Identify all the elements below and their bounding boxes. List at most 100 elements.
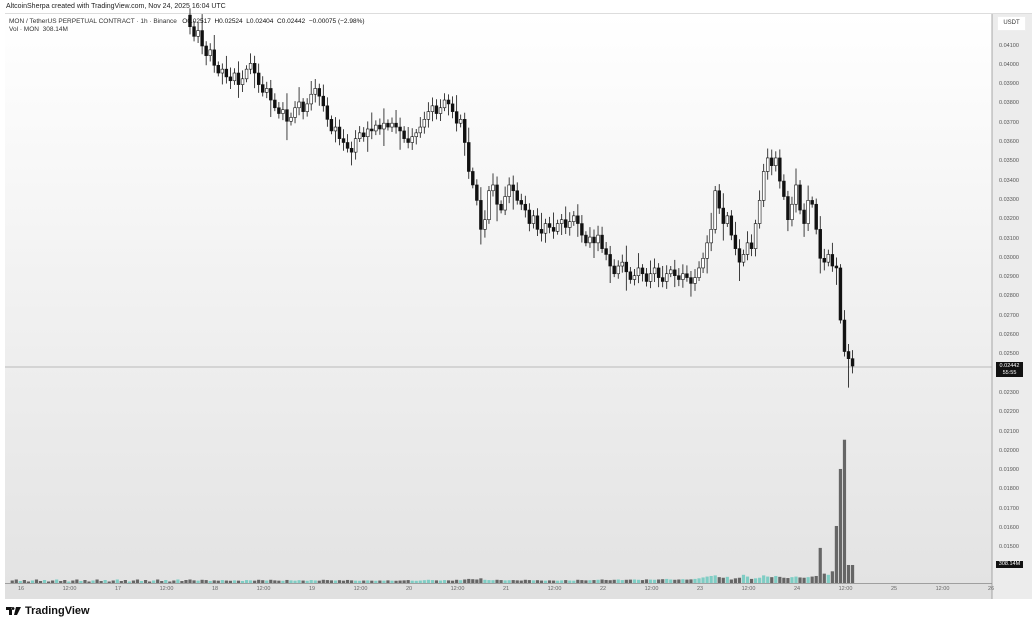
candle-down[interactable] (846, 351, 851, 359)
candle-down[interactable] (822, 257, 826, 263)
candle-down[interactable] (204, 45, 208, 56)
candle-up[interactable] (741, 254, 746, 263)
candle-up[interactable] (555, 223, 560, 232)
candle-up[interactable] (709, 229, 713, 244)
candle-down[interactable] (394, 122, 398, 128)
candle-up[interactable] (572, 215, 576, 222)
candle-down[interactable] (317, 88, 321, 97)
candle-down[interactable] (798, 184, 802, 211)
candle-up[interactable] (483, 219, 487, 230)
candle-down[interactable] (564, 219, 568, 228)
candle-down[interactable] (467, 142, 471, 172)
candle-up[interactable] (774, 157, 778, 166)
candle-down[interactable] (341, 138, 346, 143)
candle-up[interactable] (701, 257, 705, 269)
candle-up[interactable] (826, 254, 831, 263)
candle-up[interactable] (806, 200, 810, 224)
candle-up[interactable] (766, 157, 770, 172)
candle-down[interactable] (660, 277, 665, 282)
candle-down[interactable] (733, 234, 738, 249)
candle-down[interactable] (786, 196, 790, 220)
candle-down[interactable] (673, 269, 677, 276)
candle-up[interactable] (293, 107, 297, 118)
candle-down[interactable] (402, 130, 406, 139)
candle-down[interactable] (628, 271, 633, 280)
candle-down[interactable] (349, 147, 354, 153)
candle-down[interactable] (252, 63, 257, 74)
candle-up[interactable] (232, 72, 237, 82)
candle-down[interactable] (584, 234, 588, 244)
candle-down[interactable] (838, 267, 843, 321)
candle-down[interactable] (337, 126, 342, 139)
candle-up[interactable] (588, 236, 592, 244)
candle-up[interactable] (491, 184, 495, 192)
candle-down[interactable] (192, 26, 196, 37)
candle-down[interactable] (236, 72, 241, 85)
candle-up[interactable] (382, 122, 386, 130)
candle-down[interactable] (269, 88, 273, 101)
candle-up[interactable] (790, 203, 794, 220)
candle-down[interactable] (729, 215, 734, 236)
candle-down[interactable] (471, 171, 475, 186)
candle-up[interactable] (568, 221, 572, 228)
candle-down[interactable] (434, 105, 439, 114)
candle-up[interactable] (426, 111, 431, 120)
candle-up[interactable] (196, 30, 200, 37)
candle-up[interactable] (305, 103, 309, 112)
candle-down[interactable] (277, 107, 281, 114)
candle-up[interactable] (333, 126, 338, 132)
candle-down[interactable] (656, 267, 661, 278)
candle-down[interactable] (689, 277, 693, 284)
candle-down[interactable] (321, 95, 326, 107)
tradingview-logo[interactable]: TradingView (6, 605, 90, 617)
candle-up[interactable] (374, 124, 378, 132)
candle-down[interactable] (539, 229, 544, 234)
candle-down[interactable] (216, 65, 220, 74)
candle-down[interactable] (624, 261, 629, 273)
candle-down[interactable] (644, 273, 649, 282)
candle-down[interactable] (810, 200, 814, 205)
candle-up[interactable] (507, 184, 511, 197)
candle-down[interactable] (802, 209, 806, 224)
candle-down[interactable] (523, 203, 528, 211)
candle-up[interactable] (289, 117, 293, 122)
candle-up[interactable] (353, 138, 358, 153)
candle-down[interactable] (749, 242, 754, 249)
candle-up[interactable] (208, 49, 212, 56)
candle-down[interactable] (475, 184, 479, 201)
candle-up[interactable] (757, 200, 762, 224)
candle-down[interactable] (228, 76, 233, 82)
candle-up[interactable] (794, 184, 798, 205)
candle-up[interactable] (297, 101, 301, 109)
candle-down[interactable] (495, 184, 499, 205)
candle-down[interactable] (406, 138, 410, 143)
candle-down[interactable] (386, 122, 390, 128)
candle-down[interactable] (721, 207, 725, 224)
candle-up[interactable] (414, 132, 418, 138)
candle-down[interactable] (499, 203, 503, 211)
candle-down[interactable] (592, 236, 596, 244)
candle-up[interactable] (265, 88, 269, 93)
candle-up[interactable] (244, 68, 249, 80)
symbol-name[interactable]: MON / TetherUS PERPETUAL CONTRACT · 1h ·… (9, 18, 177, 25)
candle-up[interactable] (390, 122, 394, 128)
candle-up[interactable] (669, 269, 673, 275)
candle-up[interactable] (487, 190, 491, 221)
candle-down[interactable] (479, 200, 483, 230)
candle-up[interactable] (713, 190, 717, 230)
candle-up[interactable] (616, 265, 620, 275)
candle-down[interactable] (224, 68, 229, 78)
candle-down[interactable] (446, 99, 451, 105)
candle-down[interactable] (778, 157, 782, 182)
candle-down[interactable] (547, 223, 552, 228)
candle-up[interactable] (442, 99, 447, 109)
candle-down[interactable] (511, 184, 515, 192)
currency-button[interactable]: USDT (997, 16, 1026, 31)
candle-down[interactable] (640, 267, 645, 275)
candle-up[interactable] (503, 196, 507, 211)
candle-down[interactable] (612, 265, 616, 275)
candle-up[interactable] (458, 119, 463, 124)
candle-up[interactable] (438, 107, 443, 114)
candle-up[interactable] (745, 242, 750, 255)
candle-down[interactable] (782, 180, 786, 197)
